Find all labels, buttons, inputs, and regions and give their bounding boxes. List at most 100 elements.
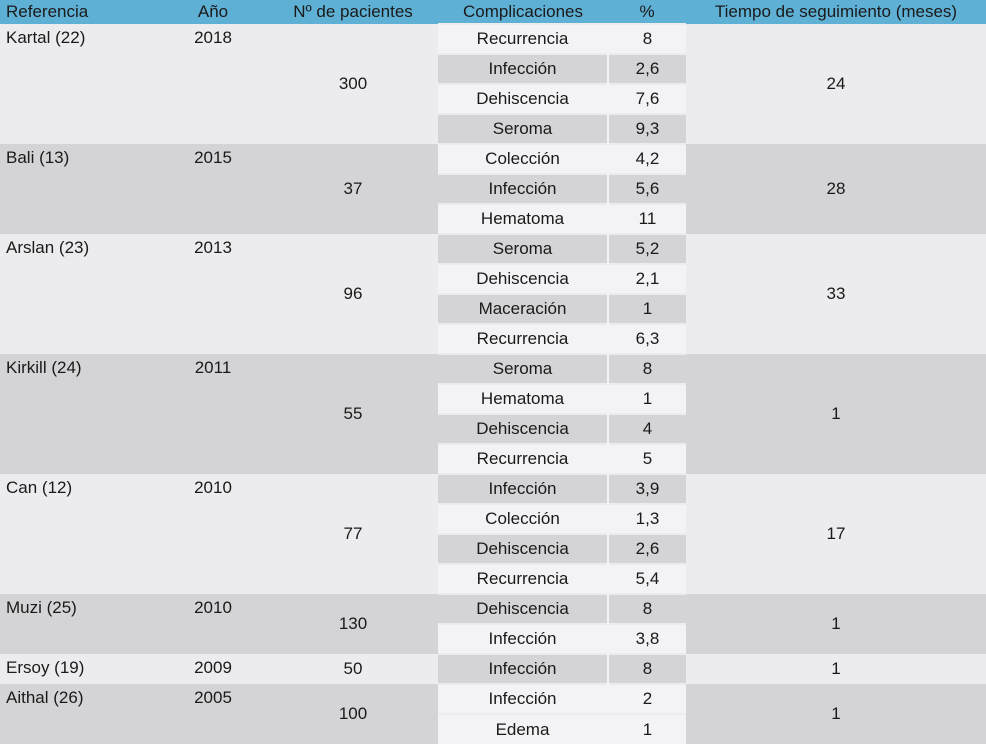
cell-pacientes: 130	[268, 594, 438, 654]
cell-seguimiento: 17	[686, 474, 986, 594]
cell-complicacion: Seroma	[438, 113, 608, 144]
cell-complicacion: Colección	[438, 143, 608, 174]
cell-porcentaje: 8	[607, 593, 686, 624]
table-row: Ersoy (19) 2009 50 Infección 8 1	[0, 653, 986, 684]
cell-complicacion: Seroma	[438, 353, 608, 384]
table-row: Dehiscencia 7,6	[0, 83, 986, 114]
cell-porcentaje: 4,2	[607, 143, 686, 174]
cell-ano: 2010	[158, 474, 268, 594]
table-row: Kartal (22) 2018 300 Recurrencia 8 24	[0, 23, 986, 144]
cell-complicacion: Maceración	[438, 293, 608, 324]
cell-pacientes: 37	[268, 144, 438, 234]
cell-seguimiento: 1	[686, 654, 986, 684]
cell-complicacion: Infección	[438, 683, 608, 714]
cell-seguimiento: 1	[686, 594, 986, 654]
cell-porcentaje: 1	[607, 293, 686, 324]
header-complicaciones: Complicaciones	[438, 0, 608, 24]
header-ano: Año	[158, 0, 268, 24]
cell-ano: 2010	[158, 594, 268, 654]
table-row: Colección 1,3	[0, 503, 986, 534]
cell-complicacion: Seroma	[438, 233, 608, 264]
cell-porcentaje: 11	[607, 203, 686, 234]
cell-referencia: Muzi (25)	[0, 594, 158, 654]
table-row: Seroma 9,3	[0, 113, 986, 144]
table-header-row: Referencia Año Nº de pacientes Complicac…	[0, 0, 986, 24]
cell-complicacion: Infección	[438, 623, 608, 654]
cell-ano: 2013	[158, 234, 268, 354]
cell-seguimiento: 24	[686, 24, 986, 144]
cell-porcentaje: 2,1	[607, 263, 686, 294]
cell-complicacion: Dehiscencia	[438, 413, 608, 444]
cell-referencia: Kirkill (24)	[0, 354, 158, 474]
cell-referencia: Ersoy (19)	[0, 654, 158, 684]
table-row: Recurrencia 5,4	[0, 563, 986, 594]
cell-seguimiento: 28	[686, 144, 986, 234]
cell-porcentaje: 5	[607, 443, 686, 474]
cell-complicacion: Recurrencia	[438, 563, 608, 594]
header-seguimiento: Tiempo de seguimiento (meses)	[686, 0, 986, 24]
table-row: Hematoma 11	[0, 203, 986, 234]
cell-pacientes: 96	[268, 234, 438, 354]
cell-complicacion: Recurrencia	[438, 443, 608, 474]
cell-ano: 2015	[158, 144, 268, 234]
cell-ano: 2018	[158, 24, 268, 144]
cell-porcentaje: 9,3	[607, 113, 686, 144]
table-row: Dehiscencia 2,6	[0, 533, 986, 564]
cell-porcentaje: 7,6	[607, 83, 686, 114]
cell-pacientes: 55	[268, 354, 438, 474]
cell-referencia: Bali (13)	[0, 144, 158, 234]
table-row: Infección 3,8	[0, 623, 986, 654]
header-pacientes: Nº de pacientes	[268, 0, 438, 24]
header-porcentaje: %	[608, 0, 686, 24]
cell-complicacion: Infección	[438, 53, 608, 84]
cell-porcentaje: 4	[607, 413, 686, 444]
cell-complicacion: Colección	[438, 503, 608, 534]
cell-complicacion: Dehiscencia	[438, 83, 608, 114]
cell-complicacion: Infección	[438, 173, 608, 204]
cell-pacientes: 77	[268, 474, 438, 594]
cell-seguimiento: 1	[686, 684, 986, 744]
cell-porcentaje: 3,9	[607, 473, 686, 504]
table-row: Dehiscencia 2,1	[0, 263, 986, 294]
cell-porcentaje: 8	[607, 23, 686, 54]
table-row: Muzi (25) 2010 130 Dehiscencia 8 1	[0, 593, 986, 654]
cell-pacientes: 300	[268, 24, 438, 144]
cell-complicacion: Infección	[438, 473, 608, 504]
cell-ano: 2011	[158, 354, 268, 474]
cell-complicacion: Hematoma	[438, 203, 608, 234]
cell-complicacion: Edema	[438, 713, 608, 744]
cell-complicacion: Hematoma	[438, 383, 608, 414]
table-row: Bali (13) 2015 37 Colección 4,2 28	[0, 143, 986, 234]
cell-ano: 2005	[158, 684, 268, 744]
cell-complicacion: Dehiscencia	[438, 533, 608, 564]
table-row: Aithal (26) 2005 100 Infección 2 1	[0, 683, 986, 744]
cell-referencia: Arslan (23)	[0, 234, 158, 354]
cell-porcentaje: 8	[607, 353, 686, 384]
cell-seguimiento: 1	[686, 354, 986, 474]
cell-ano: 2009	[158, 654, 268, 684]
cell-complicacion: Dehiscencia	[438, 263, 608, 294]
table-row: Can (12) 2010 77 Infección 3,9 17	[0, 473, 986, 594]
cell-porcentaje: 5,4	[607, 563, 686, 594]
cell-referencia: Aithal (26)	[0, 684, 158, 744]
table-row: Dehiscencia 4	[0, 413, 986, 444]
cell-complicacion: Infección	[438, 653, 608, 684]
cell-porcentaje: 2,6	[607, 53, 686, 84]
table-row: Maceración 1	[0, 293, 986, 324]
cell-referencia: Kartal (22)	[0, 24, 158, 144]
cell-pacientes: 50	[268, 654, 438, 684]
cell-pacientes: 100	[268, 684, 438, 744]
header-referencia: Referencia	[0, 0, 158, 24]
table-row: Arslan (23) 2013 96 Seroma 5,2 33	[0, 233, 986, 354]
cell-porcentaje: 5,6	[607, 173, 686, 204]
table-row: Infección 2,6	[0, 53, 986, 84]
cell-porcentaje: 2,6	[607, 533, 686, 564]
cell-porcentaje: 1	[607, 383, 686, 414]
cell-porcentaje: 1,3	[607, 503, 686, 534]
table-row: Recurrencia 6,3	[0, 323, 986, 354]
table-row: Kirkill (24) 2011 55 Seroma 8 1	[0, 353, 986, 474]
cell-seguimiento: 33	[686, 234, 986, 354]
table-row: Hematoma 1	[0, 383, 986, 414]
cell-porcentaje: 6,3	[607, 323, 686, 354]
